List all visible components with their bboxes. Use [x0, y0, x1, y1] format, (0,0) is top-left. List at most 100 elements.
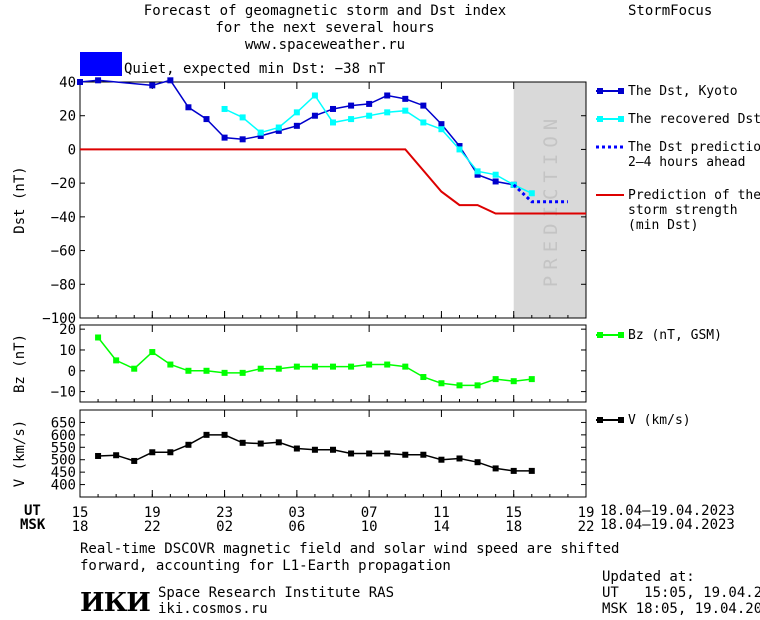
- updated-label: Updated at:: [602, 569, 695, 585]
- y-axis-label-v: V (km/s): [12, 420, 28, 487]
- updated-msk: MSK 18:05, 19.04.2023: [602, 601, 760, 617]
- institute-name: Space Research Institute RAS: [158, 585, 395, 601]
- data-point-dst-0: [420, 102, 427, 109]
- panel-frame-dst: [79, 81, 587, 319]
- data-point-v-0: [456, 455, 463, 462]
- legend-bz: Bz (nT, GSM): [628, 328, 722, 343]
- msk-tick-label: 02: [216, 519, 233, 535]
- data-point-v-0: [438, 456, 445, 463]
- data-point-dst-0: [257, 132, 264, 139]
- series-line-v-0: [98, 434, 532, 472]
- prediction-shade: [513, 82, 586, 318]
- legend-glyph-dst-recovered-marker: [618, 116, 624, 122]
- msk-tick-label: 22: [578, 519, 595, 535]
- source-url[interactable]: www.spaceweather.ru: [244, 37, 406, 53]
- data-point-dst-0: [95, 77, 102, 84]
- data-point-dst-1: [420, 119, 427, 126]
- y-tick-label-v: 550: [51, 440, 76, 456]
- msk-tick-label: 10: [361, 519, 378, 535]
- y-tick-label-dst: −60: [51, 244, 76, 260]
- data-point-bz-0: [330, 363, 336, 370]
- data-point-dst-0: [402, 95, 409, 102]
- data-point-v-0: [402, 451, 409, 458]
- data-point-dst-1: [257, 129, 264, 136]
- data-point-dst-0: [474, 171, 481, 178]
- data-point-dst-1: [474, 168, 481, 175]
- y-tick-label-dst: 40: [59, 75, 76, 91]
- institute-site[interactable]: iki.cosmos.ru: [158, 601, 268, 617]
- series-line-bz-0: [97, 337, 532, 387]
- data-point-bz-0: [185, 367, 192, 374]
- ut-tick-label: 23: [216, 505, 233, 521]
- data-point-dst-1: [221, 105, 228, 112]
- data-point-bz-0: [348, 363, 355, 370]
- data-point-v-0: [275, 439, 282, 446]
- legend-glyph-dst-recovered-marker: [597, 116, 603, 122]
- data-point-dst-0: [77, 79, 83, 85]
- footer-note-line2: forward, accounting for L1-Earth propaga…: [80, 558, 451, 574]
- chart-title-line2: for the next several hours: [215, 20, 435, 36]
- legend-storm-strength: Prediction of the storm strength (min Ds…: [628, 188, 760, 233]
- data-point-dst-0: [438, 121, 445, 128]
- msk-tick-label: 18: [505, 519, 522, 535]
- updated-ut: UT 15:05, 19.04.2023: [602, 585, 760, 601]
- data-point-bz-0: [366, 361, 373, 368]
- y-tick-label-dst: −80: [51, 277, 76, 293]
- ut-tick-label: 19: [144, 505, 161, 521]
- data-point-v-0: [239, 439, 246, 446]
- data-point-v-0: [95, 452, 102, 459]
- data-point-bz-0: [257, 365, 264, 372]
- prediction-label: PREDICTION: [540, 113, 562, 287]
- y-tick-label-bz: −10: [51, 385, 76, 401]
- msk-axis-label: MSK: [20, 517, 46, 533]
- legend-glyph-bz-marker: [618, 332, 624, 338]
- legend-glyph-dst-kyoto-marker: [597, 88, 603, 94]
- legend-glyph-v-marker: [597, 417, 603, 423]
- legend-v: V (km/s): [628, 413, 691, 428]
- data-point-dst-1: [402, 107, 409, 114]
- data-point-bz-0: [131, 365, 138, 372]
- data-point-dst-0: [330, 105, 336, 112]
- data-point-v-0: [293, 445, 300, 452]
- data-point-v-0: [510, 467, 517, 474]
- panel-frame-bz: [79, 324, 587, 403]
- legend-dst-prediction: The Dst prediction 2–4 hours ahead: [628, 140, 760, 170]
- series-line-dst-0: [79, 79, 514, 186]
- data-point-dst-1: [293, 109, 300, 116]
- data-point-bz-0: [420, 374, 427, 381]
- data-point-dst-0: [221, 134, 228, 141]
- data-point-dst-1: [311, 92, 318, 99]
- data-point-bz-0: [293, 363, 300, 370]
- msk-date-range: 18.04–19.04.2023: [600, 517, 735, 533]
- data-point-v-0: [348, 450, 355, 457]
- series-line-dst-3: [80, 148, 586, 215]
- data-point-bz-0: [149, 349, 156, 356]
- data-point-v-0: [474, 459, 481, 466]
- data-point-v-0: [366, 450, 373, 457]
- data-point-bz-0: [167, 361, 174, 368]
- ut-date-range: 18.04–19.04.2023: [600, 503, 735, 519]
- data-point-bz-0: [474, 382, 481, 389]
- y-tick-label-v: 500: [51, 453, 76, 469]
- ut-tick-label: 19: [578, 505, 595, 521]
- data-point-bz-0: [113, 357, 120, 364]
- data-point-dst-1: [492, 171, 499, 178]
- legend-glyph-bz-marker: [597, 332, 603, 338]
- data-point-dst-1: [239, 114, 246, 121]
- data-point-dst-0: [492, 178, 499, 185]
- data-point-bz-0: [311, 363, 318, 370]
- y-tick-label-dst: 0: [68, 142, 76, 158]
- data-point-dst-1: [366, 112, 373, 119]
- y-tick-label-dst: −40: [51, 210, 76, 226]
- data-point-v-0: [311, 446, 318, 453]
- data-point-dst-0: [348, 102, 355, 109]
- y-axis-label-bz: Bz (nT): [12, 334, 28, 393]
- data-point-dst-0: [203, 116, 210, 123]
- data-point-v-0: [492, 465, 499, 472]
- data-point-bz-0: [456, 382, 463, 389]
- data-point-dst-1: [438, 126, 445, 133]
- data-point-v-0: [149, 449, 156, 456]
- data-point-bz-0: [275, 365, 282, 372]
- y-tick-label-dst: −20: [51, 176, 76, 192]
- data-point-v-0: [131, 457, 138, 464]
